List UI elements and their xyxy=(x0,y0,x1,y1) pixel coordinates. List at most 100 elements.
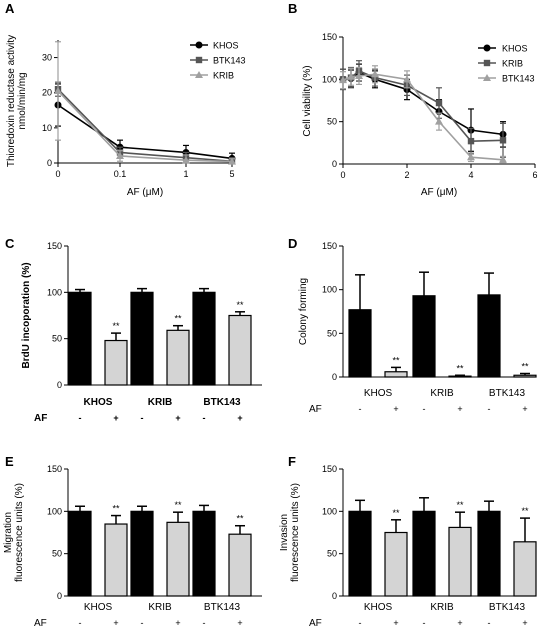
legend-label: KHOS xyxy=(213,41,239,51)
y-tick-label: 0 xyxy=(332,159,337,169)
series-line xyxy=(57,90,233,163)
significance-marker: ** xyxy=(392,355,400,365)
y-tick-label: 100 xyxy=(47,287,62,297)
legend-marker xyxy=(483,44,491,52)
y-axis-label: Colony forming xyxy=(298,278,309,345)
group-label: KHOS xyxy=(364,388,393,399)
panel-label: F xyxy=(288,454,296,469)
af-row-label: AF xyxy=(309,404,322,415)
x-tick-label: 6 xyxy=(532,170,537,180)
y-tick-label: 50 xyxy=(327,117,337,127)
series-KHOS xyxy=(54,83,236,164)
y-tick-label: 150 xyxy=(322,32,337,42)
series-line xyxy=(57,88,233,163)
bar-KRIB-control xyxy=(412,510,436,597)
af-condition-label: + xyxy=(113,413,118,423)
x-axis-label: AF (μM) xyxy=(127,187,163,198)
x-tick-label: 1 xyxy=(183,169,188,179)
data-point xyxy=(467,137,475,145)
y-tick-label: 50 xyxy=(327,328,337,338)
legend-marker xyxy=(195,56,203,64)
y-tick-label: 100 xyxy=(47,506,62,516)
data-point xyxy=(339,76,347,84)
panel-B: B Cell viability (%) 0 50 100 150 0 2 4 6 AF (μM) K… xyxy=(288,1,538,198)
data-point xyxy=(228,157,236,165)
legend-label: BTK143 xyxy=(213,56,246,66)
bar-BTK143-control xyxy=(477,510,501,597)
bar-KHOS-control xyxy=(68,291,92,386)
legend-marker xyxy=(483,74,491,81)
af-condition-label: + xyxy=(393,618,398,628)
significance-marker: ** xyxy=(456,500,464,510)
panel-E: E Migration fluorescence units (%) 0 50 100 15… xyxy=(3,454,262,629)
data-point xyxy=(355,71,363,79)
data-point xyxy=(499,155,507,163)
y-axis-label: Migration xyxy=(3,512,14,553)
bar-KHOS-treated xyxy=(384,371,408,378)
bar-BTK143-treated xyxy=(228,314,252,386)
group-label: BTK143 xyxy=(203,397,241,408)
panel-label: D xyxy=(288,236,297,251)
significance-marker: ** xyxy=(521,506,529,516)
af-condition-label: + xyxy=(237,618,242,628)
panel-label: A xyxy=(5,1,15,16)
bar-KRIB-treated xyxy=(166,521,190,597)
y-axis-label: fluorescence units (%) xyxy=(14,483,25,582)
x-tick-label: 4 xyxy=(468,170,473,180)
af-condition-label: - xyxy=(423,404,426,414)
y-axis-label: BrdU incoporation (%) xyxy=(21,262,32,368)
af-condition-label: + xyxy=(175,618,180,628)
bar-KHOS-control xyxy=(348,510,372,597)
af-condition-label: + xyxy=(522,618,527,628)
series-BTK143 xyxy=(339,65,507,164)
bar-KHOS-treated xyxy=(104,339,128,386)
af-condition-label: - xyxy=(359,404,362,414)
bar-BTK143-treated xyxy=(513,541,537,597)
bar-KRIB-treated xyxy=(448,526,472,597)
group-label: KHOS xyxy=(84,602,113,613)
series-line xyxy=(342,73,504,161)
y-tick-label: 100 xyxy=(322,506,337,516)
af-condition-label: + xyxy=(237,413,242,423)
y-tick-label: 0 xyxy=(47,158,52,168)
af-condition-label: + xyxy=(457,618,462,628)
series-BTK143 xyxy=(54,81,236,165)
data-point xyxy=(403,75,411,83)
bar-KRIB-control xyxy=(130,291,154,386)
y-tick-label: 20 xyxy=(42,88,52,98)
af-condition-label: - xyxy=(203,413,206,423)
x-tick-label: 0 xyxy=(340,170,345,180)
series-line xyxy=(342,71,504,136)
significance-marker: ** xyxy=(456,363,464,373)
af-row-label: AF xyxy=(34,413,47,424)
y-tick-label: 10 xyxy=(42,123,52,133)
y-tick-label: 150 xyxy=(47,241,62,251)
significance-marker: ** xyxy=(174,500,182,510)
bar-BTK143-treated xyxy=(228,533,252,597)
af-condition-label: - xyxy=(203,618,206,628)
significance-marker: ** xyxy=(392,508,400,518)
legend-marker xyxy=(195,41,203,49)
significance-marker: ** xyxy=(236,514,244,524)
group-label: BTK143 xyxy=(489,602,526,613)
legend-label: KRIB xyxy=(213,71,234,81)
y-axis-label: Thioredoxin reductase activity xyxy=(6,35,17,167)
series-line xyxy=(57,104,233,160)
data-point xyxy=(499,137,507,144)
bar-KRIB-control xyxy=(412,295,436,378)
af-row-label: AF xyxy=(34,618,47,629)
panel-label: E xyxy=(5,454,14,469)
group-label: BTK143 xyxy=(204,602,241,613)
af-condition-label: + xyxy=(393,404,398,414)
y-tick-label: 0 xyxy=(57,380,62,390)
significance-marker: ** xyxy=(236,300,244,310)
y-tick-label: 50 xyxy=(52,549,62,559)
data-point xyxy=(467,153,475,161)
af-condition-label: - xyxy=(79,618,82,628)
data-point xyxy=(54,86,62,94)
series-KRIB xyxy=(54,41,236,165)
x-tick-label: 0.1 xyxy=(114,169,127,179)
legend-label: KHOS xyxy=(502,44,528,54)
